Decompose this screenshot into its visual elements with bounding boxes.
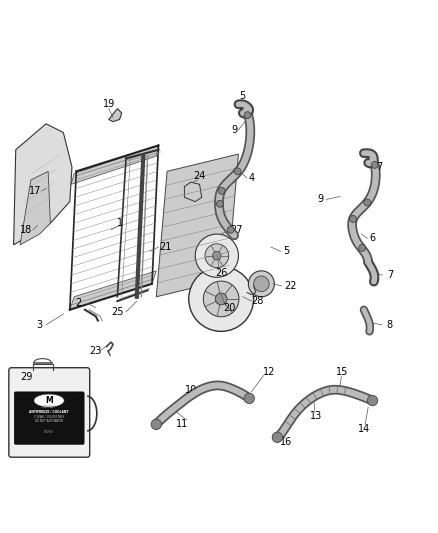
Text: 26: 26 [215,268,227,278]
Text: 3: 3 [36,320,42,330]
Text: DO NOT ADD WATER: DO NOT ADD WATER [35,419,63,423]
Circle shape [367,395,378,406]
Text: 9: 9 [318,195,324,205]
Circle shape [189,266,254,332]
Text: 7: 7 [387,270,393,280]
Text: 24: 24 [193,171,206,181]
Text: 5: 5 [283,246,289,256]
Text: 15: 15 [336,367,349,377]
FancyBboxPatch shape [14,392,84,444]
Text: 27: 27 [230,225,243,235]
Circle shape [151,419,162,430]
Text: 28: 28 [252,296,264,306]
Text: ANTIFREEZE / COOLANT: ANTIFREEZE / COOLANT [29,410,69,414]
Text: 18: 18 [21,225,33,235]
Text: 12: 12 [262,367,275,377]
Polygon shape [14,124,72,245]
Polygon shape [156,154,238,297]
Polygon shape [20,172,50,245]
Circle shape [244,393,254,403]
Circle shape [218,188,225,195]
Circle shape [216,200,223,207]
Polygon shape [71,146,159,184]
Ellipse shape [34,394,64,407]
Text: 13: 13 [310,411,322,421]
Circle shape [212,252,221,260]
Text: 22: 22 [284,281,297,291]
Circle shape [205,244,229,268]
Text: MOPAR: MOPAR [42,405,56,409]
Circle shape [350,215,357,222]
Text: 17: 17 [29,186,42,196]
Text: 1: 1 [117,218,123,228]
Text: 4: 4 [248,173,254,183]
Text: 5: 5 [240,91,246,101]
Circle shape [371,161,378,168]
Circle shape [215,293,227,305]
Text: 23: 23 [89,346,102,356]
Circle shape [195,234,238,277]
Text: 8: 8 [387,320,393,330]
Circle shape [254,276,269,292]
Circle shape [203,281,239,317]
Circle shape [248,271,274,297]
Circle shape [272,432,283,442]
Text: 20: 20 [224,303,236,312]
Text: 29: 29 [21,372,33,382]
Circle shape [234,168,241,175]
Text: 5 YEAR / 150,000 MILE: 5 YEAR / 150,000 MILE [34,415,64,419]
Text: 25: 25 [111,307,124,317]
Text: M: M [45,396,53,405]
Text: 16: 16 [280,437,292,447]
Text: 2: 2 [75,298,81,308]
Text: 14: 14 [358,424,370,434]
Text: MOPAR: MOPAR [44,430,54,434]
Circle shape [359,245,366,252]
Text: 7: 7 [376,162,382,172]
Text: 9: 9 [231,125,237,135]
Text: 19: 19 [102,99,115,109]
Text: 21: 21 [159,242,171,252]
FancyBboxPatch shape [9,368,90,457]
Circle shape [227,227,234,233]
Polygon shape [184,182,202,201]
Polygon shape [109,109,122,122]
Polygon shape [70,271,156,310]
Text: 6: 6 [370,233,375,244]
Text: 11: 11 [176,419,188,430]
Circle shape [244,112,251,119]
Circle shape [364,199,371,206]
Text: 10: 10 [185,385,197,395]
